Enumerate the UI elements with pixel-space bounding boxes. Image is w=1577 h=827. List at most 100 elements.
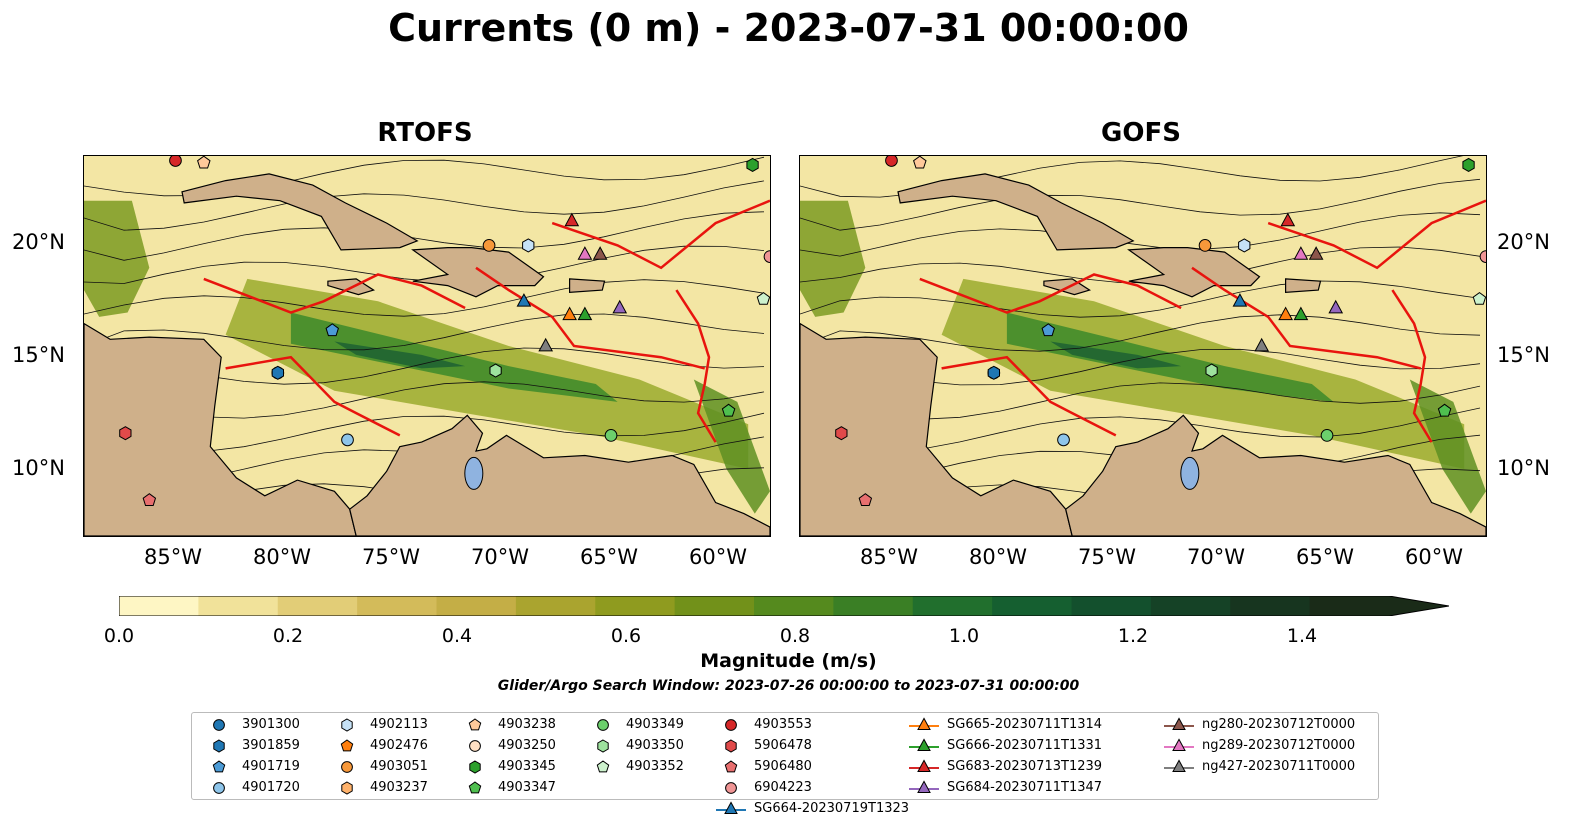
- map-rtofs[interactable]: [83, 155, 771, 537]
- marker-4901720[interactable]: [1057, 433, 1070, 447]
- marker-sg683-20230713t1239[interactable]: [564, 212, 580, 227]
- marker-sg664-20230719t1323[interactable]: [1232, 293, 1248, 307]
- streamline: [800, 212, 1481, 257]
- marker-ng280-20230712t0000[interactable]: [1308, 246, 1324, 260]
- marker-sg683-20230713t1239[interactable]: [1280, 212, 1296, 227]
- eez-boundary: [919, 273, 1182, 314]
- marker-4903051[interactable]: [482, 239, 496, 252]
- marker-sg684-20230711t1347[interactable]: [612, 299, 628, 314]
- legend-symbol[interactable]: [596, 760, 610, 773]
- marker-sg664-20230719t1323[interactable]: [516, 293, 532, 307]
- marker-4903553[interactable]: [885, 156, 898, 167]
- marker-4903347[interactable]: [721, 403, 736, 417]
- legend-label: 4902476: [370, 738, 428, 753]
- legend-marker-icon: [341, 718, 353, 732]
- legend-symbol[interactable]: [213, 719, 225, 731]
- colorbar-tick-2: 0.4: [441, 625, 473, 647]
- eez-boundary: [225, 355, 401, 437]
- legend-label: 4903250: [498, 738, 556, 753]
- legend-symbol[interactable]: [917, 717, 931, 730]
- marker-4903352[interactable]: [1472, 291, 1486, 305]
- legend-symbol[interactable]: [725, 719, 737, 731]
- streamline: [800, 280, 1481, 318]
- map-canvas[interactable]: [800, 156, 1486, 536]
- marker-4901719[interactable]: [325, 323, 339, 337]
- marker-sg684-20230711t1347[interactable]: [1328, 299, 1344, 314]
- current-speed-region: [693, 379, 770, 514]
- legend-symbol[interactable]: [212, 760, 226, 773]
- lon-tick-80w-left: 80°W: [253, 545, 311, 569]
- marker-ng427-20230711t0000[interactable]: [538, 337, 554, 352]
- legend-marker-icon: [597, 739, 609, 753]
- legend-symbol[interactable]: [597, 719, 609, 731]
- marker-sg665-20230711t1314[interactable]: [562, 306, 577, 321]
- marker-6904223[interactable]: [1479, 250, 1486, 263]
- marker-ng280-20230712t0000[interactable]: [592, 246, 608, 260]
- marker-5906478[interactable]: [119, 426, 132, 441]
- legend-marker-icon: [597, 719, 609, 731]
- marker-4903349[interactable]: [604, 429, 618, 442]
- map-canvas[interactable]: [84, 156, 770, 536]
- legend-symbol[interactable]: [725, 739, 737, 753]
- legend-label: 4903345: [498, 759, 556, 774]
- legend-symbol[interactable]: [917, 738, 931, 751]
- marker-5906480[interactable]: [858, 493, 873, 506]
- legend-marker-icon: [909, 717, 939, 730]
- legend-marker-icon: [1164, 759, 1194, 772]
- legend-symbol[interactable]: [725, 782, 737, 794]
- marker-5906480[interactable]: [142, 493, 157, 506]
- legend-symbol[interactable]: [724, 760, 738, 773]
- marker-sg666-20230711t1331[interactable]: [1293, 306, 1309, 321]
- colorbar-segment: [1230, 596, 1311, 616]
- legend-symbol[interactable]: [1172, 717, 1186, 730]
- marker-ng289-20230712t0000[interactable]: [1293, 246, 1309, 260]
- marker-ng427-20230711t0000[interactable]: [1254, 337, 1270, 352]
- land-mass: [181, 173, 419, 251]
- map-gofs[interactable]: [799, 155, 1487, 537]
- legend-symbol[interactable]: [341, 781, 353, 795]
- legend-label: 4903350: [626, 738, 684, 753]
- legend-symbol[interactable]: [468, 781, 482, 794]
- marker-4903352[interactable]: [756, 291, 770, 305]
- lat-tick-15n-left: 15°N: [12, 343, 65, 367]
- legend-symbol[interactable]: [917, 780, 931, 793]
- legend-symbol[interactable]: [469, 760, 481, 774]
- legend-symbol[interactable]: [340, 739, 354, 752]
- legend-symbol[interactable]: [1172, 738, 1186, 751]
- marker-sg665-20230711t1314[interactable]: [1278, 306, 1293, 321]
- legend-symbol[interactable]: [341, 761, 353, 773]
- marker-4903553[interactable]: [169, 156, 182, 167]
- marker-3901859[interactable]: [987, 365, 1000, 380]
- marker-ng289-20230712t0000[interactable]: [577, 246, 593, 260]
- marker-4903238[interactable]: [913, 156, 927, 169]
- colorbar-segment: [436, 596, 517, 616]
- marker-4903349[interactable]: [1320, 429, 1334, 442]
- lon-tick-65w-left: 65°W: [580, 545, 638, 569]
- marker-6904223[interactable]: [763, 250, 770, 263]
- marker-4903350[interactable]: [1205, 363, 1218, 378]
- marker-4902113[interactable]: [522, 238, 535, 253]
- marker-sg666-20230711t1331[interactable]: [577, 306, 593, 321]
- marker-3901859[interactable]: [271, 365, 284, 380]
- marker-4903238[interactable]: [197, 156, 211, 169]
- legend-marker-icon: [909, 738, 939, 751]
- legend-symbol[interactable]: [213, 782, 225, 794]
- legend-symbol[interactable]: [597, 739, 609, 753]
- legend-symbol[interactable]: [1172, 759, 1186, 772]
- marker-4903350[interactable]: [489, 363, 502, 378]
- legend-symbol[interactable]: [469, 740, 481, 752]
- marker-4903051[interactable]: [1198, 239, 1212, 252]
- marker-5906478[interactable]: [835, 426, 848, 441]
- marker-4903347[interactable]: [1437, 403, 1452, 417]
- legend-symbol[interactable]: [917, 759, 931, 772]
- marker-4903345[interactable]: [746, 157, 759, 172]
- marker-4903345[interactable]: [1462, 157, 1475, 172]
- marker-4901720[interactable]: [341, 433, 354, 447]
- legend-symbol[interactable]: [724, 801, 738, 814]
- marker-4902113[interactable]: [1238, 238, 1251, 253]
- marker-4901719[interactable]: [1041, 323, 1055, 337]
- legend-symbol[interactable]: [213, 739, 225, 753]
- legend-symbol[interactable]: [468, 718, 482, 731]
- colorbar-segment: [277, 596, 358, 616]
- legend-symbol[interactable]: [341, 718, 353, 732]
